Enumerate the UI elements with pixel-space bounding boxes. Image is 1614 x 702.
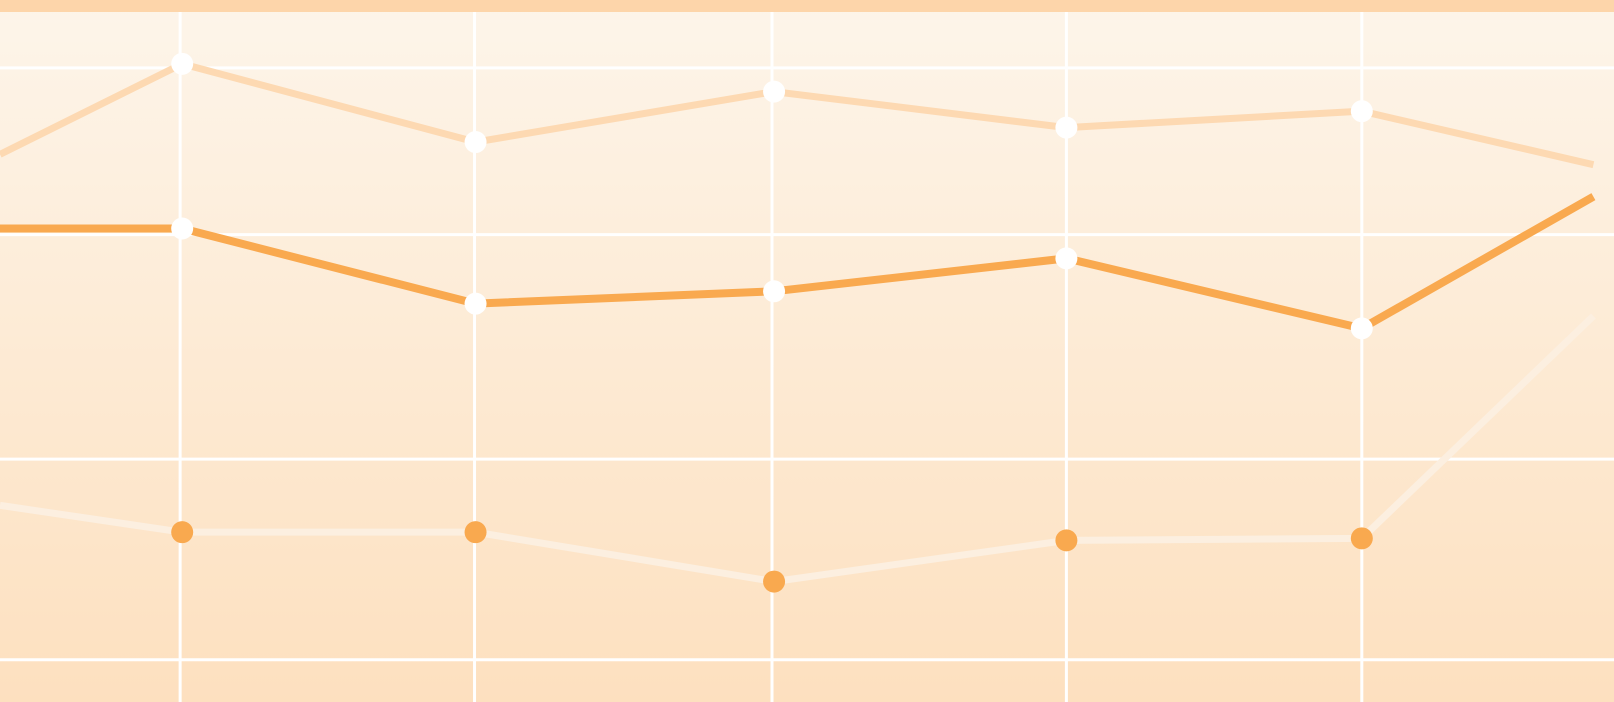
point-marker (464, 131, 487, 154)
point-marker (763, 280, 786, 303)
point-marker (171, 521, 194, 544)
point-marker (1055, 116, 1078, 139)
point-marker (464, 521, 487, 544)
plot (0, 52, 1596, 593)
top-band (0, 0, 1614, 12)
point-marker (171, 52, 194, 75)
point-marker (763, 80, 786, 103)
point-marker (1350, 100, 1373, 123)
point-marker (1350, 527, 1373, 550)
grid (0, 12, 1614, 702)
point-marker (763, 570, 786, 593)
point-marker (1055, 529, 1078, 552)
point-marker (1055, 247, 1078, 270)
point-marker (1350, 317, 1373, 340)
point-marker (171, 217, 194, 240)
point-marker (464, 292, 487, 315)
